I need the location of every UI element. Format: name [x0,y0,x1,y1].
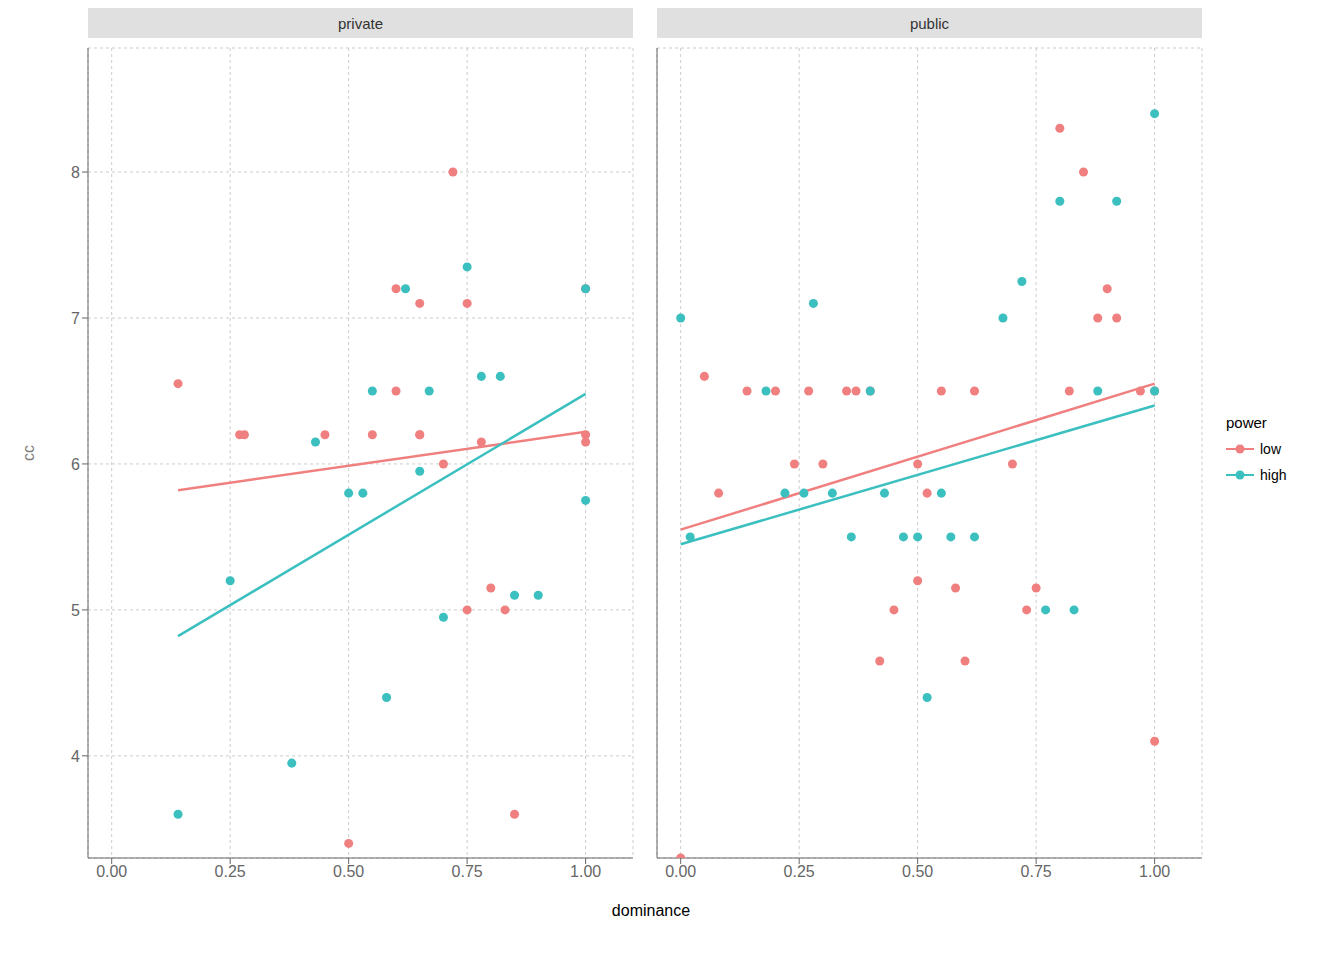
svg-text:0.50: 0.50 [333,863,364,880]
svg-text:0.50: 0.50 [902,863,933,880]
html-text:low: low [1260,440,1281,457]
svg-text:cc: cc [20,445,37,461]
svg-text:0.25: 0.25 [215,863,246,880]
svg-text:0.25: 0.25 [784,863,815,880]
html-text:power: power [1226,413,1267,431]
svg-text:7: 7 [71,310,80,327]
svg-text:0.00: 0.00 [96,863,127,880]
svg-text:1.00: 1.00 [570,863,601,880]
svg-text:0.00: 0.00 [665,863,696,880]
html-text:public: public [909,14,950,32]
html-text:private: private [338,14,383,32]
svg-text:4: 4 [71,748,80,765]
html-text:dominance: dominance [611,902,691,919]
svg-text:0.75: 0.75 [452,863,483,880]
svg-text:0.75: 0.75 [1021,863,1052,880]
svg-text:5: 5 [71,602,80,619]
svg-text:8: 8 [71,164,80,181]
html-text:high: high [1260,466,1287,483]
svg-text:6: 6 [71,456,80,473]
svg-text:1.00: 1.00 [1139,863,1170,880]
